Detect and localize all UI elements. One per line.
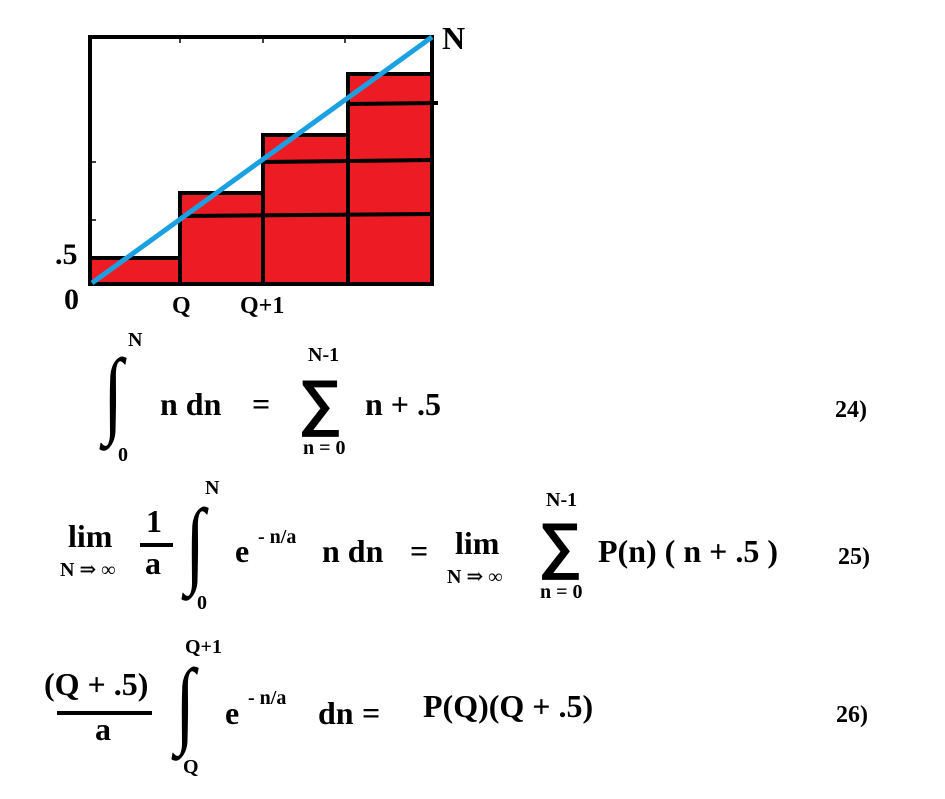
integral-sign: ∫ — [185, 489, 206, 596]
step-bar-4 — [348, 74, 432, 284]
fraction-bar — [57, 711, 152, 715]
row-lines — [179, 101, 439, 218]
sum-lower: n = 0 — [303, 437, 346, 459]
exponent: - n/a — [248, 687, 287, 709]
lim-subscript: N ⇒ ∞ — [60, 559, 116, 581]
sum-upper: N-1 — [308, 344, 340, 366]
integral-lower: Q — [183, 756, 199, 778]
sum-sign: ∑ — [298, 368, 343, 437]
integral-sign: ∫ — [103, 339, 124, 446]
exponent: - n/a — [258, 526, 297, 548]
integral-lower: 0 — [118, 444, 128, 466]
label-q1: Q+1 — [240, 293, 285, 319]
rhs: P(Q)(Q + .5) — [423, 688, 594, 724]
integral-upper: N — [205, 477, 220, 499]
equals: = — [410, 533, 429, 569]
lim-subscript: N ⇒ ∞ — [447, 566, 503, 588]
label-q: Q — [172, 293, 191, 319]
fraction-denominator: a — [145, 545, 161, 581]
summand: P(n) ( n + .5 ) — [598, 533, 778, 569]
step-bar-2 — [180, 193, 263, 284]
integral-upper: Q+1 — [185, 636, 222, 658]
fraction-bar — [140, 543, 173, 547]
axis-ticks — [90, 37, 346, 221]
diagonal-line — [90, 34, 434, 286]
fraction-denominator: a — [95, 711, 111, 747]
fraction-numerator: 1 — [146, 503, 162, 539]
lim: lim — [455, 525, 500, 561]
integral-upper: N — [128, 329, 143, 351]
integrand: n dn — [160, 386, 222, 422]
exp-base: e — [225, 695, 240, 731]
equation-number: 25) — [838, 544, 870, 570]
summand: n + .5 — [365, 386, 442, 422]
equation-number: 26) — [836, 702, 868, 728]
label-half: .5 — [55, 238, 78, 271]
exp-base: e — [235, 533, 250, 569]
integrand: dn — [318, 695, 354, 731]
step-bar-1 — [90, 258, 180, 284]
sum-sign: ∑ — [538, 511, 583, 580]
integral-lower: 0 — [197, 592, 207, 614]
integral-sign: ∫ — [175, 649, 196, 756]
integrand: n dn — [322, 533, 384, 569]
sum-lower: n = 0 — [540, 581, 583, 603]
equals: = — [362, 695, 381, 731]
label-n: N — [442, 20, 466, 56]
sum-upper: N-1 — [546, 489, 578, 511]
equals: = — [252, 386, 271, 422]
fraction-numerator: (Q + .5) — [44, 666, 149, 702]
label-origin: 0 — [64, 283, 79, 316]
lim: lim — [68, 518, 113, 554]
equation-number: 24) — [835, 397, 867, 423]
step-bar-3 — [263, 135, 348, 284]
